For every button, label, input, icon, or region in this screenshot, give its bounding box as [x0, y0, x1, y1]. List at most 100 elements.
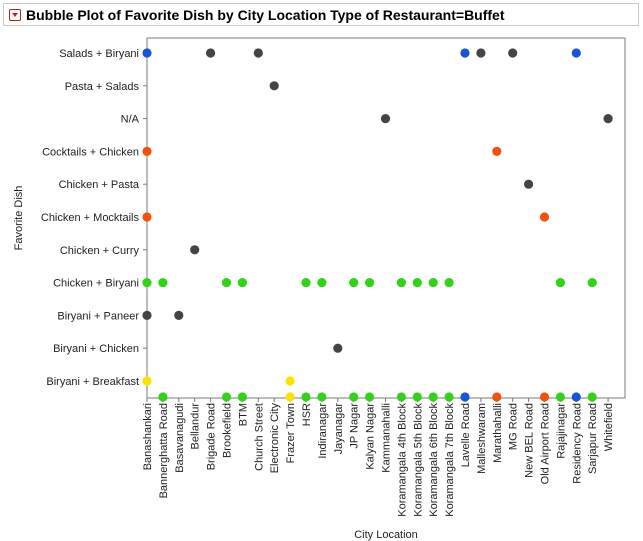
x-tick-label: New BEL Road [524, 403, 536, 478]
data-point [190, 245, 200, 255]
data-point [412, 392, 422, 402]
data-point [444, 392, 454, 402]
data-point [221, 392, 232, 402]
x-tick-label: Koramangala 6th Block [428, 403, 440, 517]
y-tick-label: Pasta + Salads [65, 81, 140, 93]
data-point [444, 278, 454, 288]
data-point [158, 278, 168, 288]
data-point [460, 392, 470, 402]
x-tick-label: Brookefield [222, 403, 234, 458]
data-point [142, 146, 152, 156]
data-point [237, 278, 247, 288]
x-tick-label: Whitefield [603, 403, 615, 451]
data-point [301, 278, 311, 288]
x-tick-label: Old Airport Road [540, 403, 552, 484]
x-tick-label: Koramangala 5th Block [412, 403, 424, 517]
x-axis-title: City Location [354, 529, 418, 541]
x-tick-label: Banashankari [142, 403, 154, 470]
data-point [539, 212, 550, 222]
y-tick-label: Chicken + Mocktails [41, 212, 140, 224]
data-point [587, 392, 597, 402]
data-point [365, 392, 375, 402]
data-point [237, 392, 247, 402]
x-tick-label: Kammanahalli [381, 403, 393, 473]
x-tick-label: Kalyan Nagar [365, 403, 377, 470]
y-tick-label: Chicken + Curry [60, 245, 140, 257]
x-tick-label: Koramangala 4th Block [396, 403, 408, 517]
data-point [285, 376, 295, 386]
x-tick-label: Lavelle Road [460, 403, 472, 467]
data-point [492, 146, 502, 156]
red-disclosure-triangle-icon[interactable] [9, 9, 21, 21]
x-tick-label: Church Street [253, 403, 265, 471]
data-point [396, 392, 406, 402]
data-point [221, 278, 232, 288]
data-point [412, 278, 422, 288]
x-tick-label: MG Road [508, 403, 520, 450]
data-point [142, 376, 152, 386]
x-tick-label: Bellandur [190, 403, 202, 450]
data-point [142, 212, 152, 222]
x-tick-label: Koramangala 7th Block [444, 403, 456, 517]
data-point [524, 179, 534, 189]
data-point [349, 392, 359, 402]
x-tick-label: Bannerghatta Road [158, 403, 170, 498]
data-point [571, 48, 581, 58]
data-point [476, 48, 486, 58]
x-tick-label: Indiranagar [317, 403, 329, 459]
x-tick-label: Electronic City [269, 403, 281, 474]
x-axis: Banashankari Bannerghatta Road Basavanagud… [142, 398, 615, 517]
y-axis: Salads + Biryani Pasta + Salads N/A Cocktai… [41, 48, 147, 388]
y-tick-label: N/A [121, 114, 140, 126]
x-tick-label: HSR [301, 403, 313, 426]
data-point [317, 392, 327, 402]
x-tick-label: Basavanagudi [174, 403, 186, 473]
y-tick-label: Chicken + Biryani [53, 278, 139, 290]
data-point [206, 48, 216, 58]
data-point [492, 392, 502, 402]
data-point [174, 310, 184, 320]
data-point [269, 81, 279, 91]
x-tick-label: Brigade Road [206, 403, 218, 470]
data-point [142, 278, 152, 288]
report-title-bar: Bubble Plot of Favorite Dish by City Loc… [3, 3, 639, 26]
data-point [571, 392, 581, 402]
x-tick-label: Rajajinagar [555, 403, 567, 459]
data-point [539, 392, 550, 402]
y-tick-label: Biryani + Breakfast [46, 376, 139, 388]
y-tick-label: Salads + Biryani [59, 48, 139, 60]
x-tick-label: Frazer Town [285, 403, 297, 463]
x-tick-label: Malleshwaram [476, 403, 488, 474]
data-point [158, 392, 168, 402]
data-point [555, 278, 566, 288]
x-tick-label: JP Nagar [349, 403, 361, 449]
data-point [428, 392, 438, 402]
data-point [508, 48, 518, 58]
report-title: Bubble Plot of Favorite Dish by City Loc… [26, 7, 505, 23]
data-point [333, 343, 343, 353]
data-point [253, 48, 263, 58]
data-point [396, 278, 406, 288]
x-tick-label: Residency Road [571, 403, 583, 484]
data-points [142, 48, 613, 402]
data-point [349, 278, 359, 288]
data-point [428, 278, 438, 288]
data-point [603, 114, 613, 124]
y-tick-label: Biryani + Chicken [53, 343, 139, 355]
data-point [587, 278, 597, 288]
data-point [142, 310, 152, 320]
x-tick-label: Marathahalli [492, 403, 504, 463]
x-tick-label: Sarjapur Road [587, 403, 599, 474]
data-point [285, 392, 295, 402]
y-tick-label: Chicken + Pasta [59, 179, 140, 191]
data-point [142, 48, 152, 58]
x-tick-label: Jayanagar [333, 403, 345, 455]
data-point [460, 48, 470, 58]
x-tick-label: BTM [237, 403, 249, 426]
data-point [365, 278, 375, 288]
data-point [555, 392, 566, 402]
plot-frame [146, 37, 626, 399]
data-point [301, 392, 311, 402]
data-point [380, 114, 391, 124]
